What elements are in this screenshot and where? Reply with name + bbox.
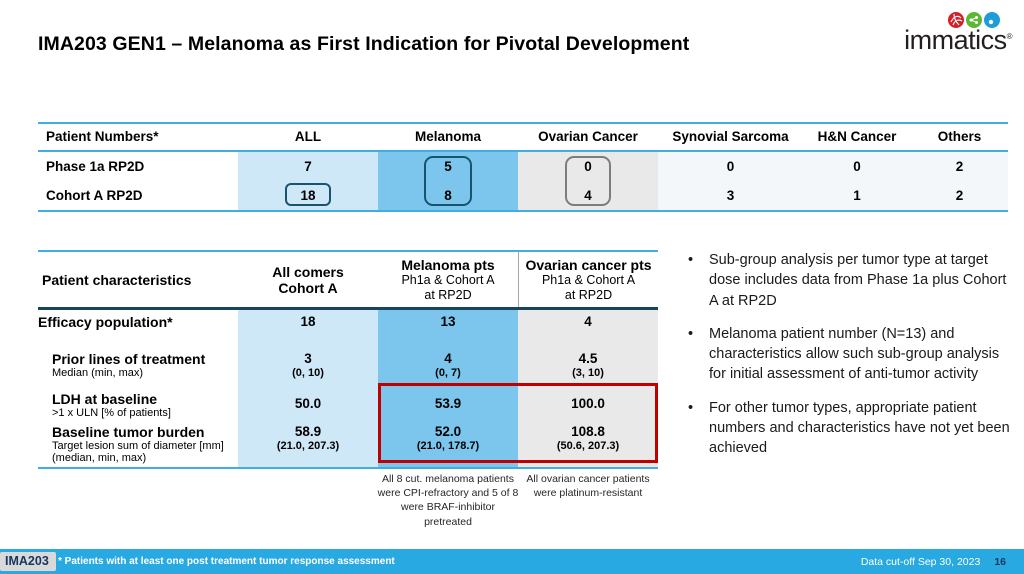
footer-bar: IMA203 * Patients with at least one post… (0, 549, 1024, 574)
patient-characteristics-body: Efficacy population* 18 13 4 Prior lines… (38, 309, 658, 469)
cell-phase1a-all: 7 (238, 152, 378, 181)
program-badge: IMA203 (0, 552, 56, 571)
list-item: • Melanoma patient number (N=13) and cha… (688, 324, 1018, 385)
cell-ldh-melanoma: 53.9 (378, 386, 518, 420)
list-item: • Sub-group analysis per tumor type at t… (688, 250, 1018, 311)
cell-phase1a-hn: 0 (803, 152, 911, 181)
cell-phase1a-synovial: 0 (658, 152, 803, 181)
cell-phase1a-ovarian: 0 (518, 152, 658, 181)
logo-blue-dot-icon (984, 12, 1000, 28)
row-label: Prior lines of treatment Median (min, ma… (52, 350, 206, 379)
patient-numbers-header-label: Patient Numbers* (46, 129, 159, 144)
cell-ldh-ovarian: 100.0 (518, 386, 658, 420)
data-cutoff-text: Data cut-off Sep 30, 2023 (860, 555, 981, 568)
row-ldh-baseline: LDH at baseline >1 x ULN [% of patients]… (38, 386, 658, 420)
logo-red-dot-icon (948, 12, 964, 28)
patient-numbers-table: Patient Numbers* ALL Melanoma Ovarian Ca… (38, 122, 1008, 212)
cell-burden-melanoma: 52.0 (21.0, 178.7) (378, 419, 518, 467)
logo-wordmark: immatics® (904, 25, 1013, 55)
row-label: Baseline tumor burden Target lesion sum … (52, 423, 224, 465)
row-label-phase1a-rp2d: Phase 1a RP2D (46, 159, 145, 174)
header-all-comers: All comers Cohort A (272, 263, 344, 296)
table-row: Phase 1a RP2D 7 5 0 0 0 2 (38, 152, 1008, 181)
patient-characteristics-header-row: Patient characteristics All comers Cohor… (38, 250, 658, 310)
cell-efficacy-ovarian: 4 (518, 309, 658, 347)
header-melanoma: Melanoma (414, 129, 482, 144)
registered-mark: ® (1006, 32, 1013, 41)
logo-dots (896, 12, 1012, 28)
header-others: Others (937, 129, 982, 144)
header-synovial-sarcoma: Synovial Sarcoma (672, 129, 789, 144)
list-item: • For other tumor types, appropriate pat… (688, 398, 1018, 459)
row-label: LDH at baseline >1 x ULN [% of patients] (52, 390, 171, 419)
ovarian-note: All ovarian cancer patients were platinu… (526, 473, 650, 500)
bullet-icon: • (688, 325, 694, 342)
cell-burden-ovarian: 108.8 (50.6, 207.3) (518, 419, 658, 467)
cell-efficacy-melanoma: 13 (378, 309, 518, 347)
header-melanoma-pts: Melanoma pts Ph1a & Cohort A at RP2D (401, 257, 495, 302)
patient-numbers-header-row: Patient Numbers* ALL Melanoma Ovarian Ca… (38, 122, 1008, 152)
cell-cohorta-melanoma: 8 (378, 181, 518, 210)
header-all: ALL (294, 129, 322, 144)
cell-phase1a-others: 2 (911, 152, 1008, 181)
cell-cohorta-others: 2 (911, 181, 1008, 210)
row-label-cohort-a-rp2d: Cohort A RP2D (46, 188, 143, 203)
cell-prior-ovarian: 4.5 (3, 10) (518, 346, 658, 387)
patient-numbers-body: Phase 1a RP2D 7 5 0 0 0 2 Cohort A RP2D … (38, 152, 1008, 212)
header-hn-cancer: H&N Cancer (817, 129, 897, 144)
table-row: Cohort A RP2D 18 8 4 3 1 2 (38, 181, 1008, 210)
header-patient-characteristics: Patient characteristics (42, 271, 192, 288)
row-label: Efficacy population* (38, 313, 173, 330)
cell-cohorta-hn: 1 (803, 181, 911, 210)
cell-cohorta-all: 18 (238, 181, 378, 210)
header-ovarian-cancer: Ovarian Cancer (538, 129, 638, 144)
footer-right: Data cut-off Sep 30, 2023 16 (861, 556, 1006, 568)
melanoma-note: All 8 cut. melanoma patients were CPI-re… (377, 473, 519, 528)
cell-prior-melanoma: 4 (0, 7) (378, 346, 518, 387)
header-ovarian-pts: Ovarian cancer pts Ph1a & Cohort A at RP… (518, 252, 658, 307)
bullet-icon: • (688, 252, 694, 268)
cell-prior-allcomers: 3 (0, 10) (238, 346, 378, 387)
cell-phase1a-melanoma: 5 (378, 152, 518, 181)
cell-efficacy-allcomers: 18 (238, 309, 378, 347)
immatics-logo: immatics® (896, 12, 1013, 55)
logo-green-dot-icon (966, 12, 982, 28)
cell-burden-allcomers: 58.9 (21.0, 207.3) (238, 419, 378, 467)
cell-cohorta-synovial: 3 (658, 181, 803, 210)
row-prior-lines: Prior lines of treatment Median (min, ma… (38, 346, 658, 387)
cell-cohorta-ovarian: 4 (518, 181, 658, 210)
patient-characteristics-table: Patient characteristics All comers Cohor… (38, 250, 658, 469)
page-number: 16 (994, 555, 1006, 568)
cell-ldh-allcomers: 50.0 (238, 386, 378, 420)
row-efficacy-population: Efficacy population* 18 13 4 (38, 309, 658, 347)
bullet-icon: • (688, 399, 694, 416)
footnote-text: * Patients with at least one post treatm… (58, 556, 395, 567)
key-points-list: • Sub-group analysis per tumor type at t… (688, 250, 1018, 472)
page-title: IMA203 GEN1 – Melanoma as First Indicati… (38, 33, 690, 55)
row-baseline-tumor-burden: Baseline tumor burden Target lesion sum … (38, 419, 658, 467)
